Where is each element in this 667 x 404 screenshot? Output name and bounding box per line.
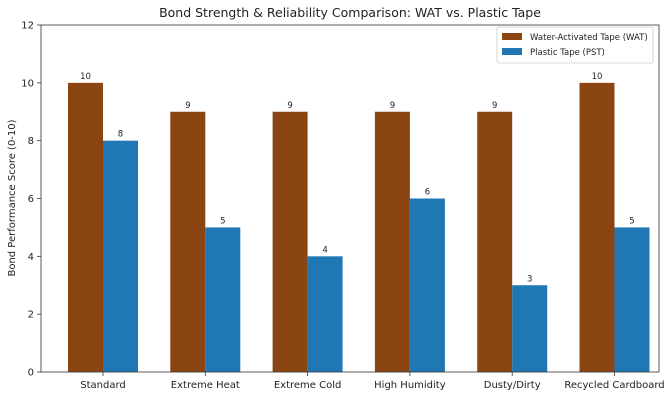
y-axis-label: Bond Performance Score (0-10) xyxy=(7,119,18,276)
legend-swatch xyxy=(502,33,522,40)
y-tick-label: 2 xyxy=(28,310,34,321)
y-tick-label: 12 xyxy=(21,21,34,32)
bar-pst xyxy=(307,256,343,372)
chart-title: Bond Strength & Reliability Comparison: … xyxy=(159,5,541,20)
y-tick-label: 4 xyxy=(28,252,34,263)
bar-wat xyxy=(170,111,206,372)
data-label: 4 xyxy=(322,245,327,255)
data-label: 9 xyxy=(492,101,497,111)
y-tick-label: 8 xyxy=(28,136,34,147)
bar-wat xyxy=(68,82,103,372)
x-tick-label: Recycled Cardboard xyxy=(564,380,664,391)
data-label: 10 xyxy=(80,72,91,82)
bar-wat xyxy=(477,111,513,372)
y-tick-label: 6 xyxy=(28,194,34,205)
legend: Water-Activated Tape (WAT) Plastic Tape (… xyxy=(496,26,654,64)
legend-box xyxy=(496,26,654,64)
legend-label: Plastic Tape (PST) xyxy=(530,48,605,58)
data-label: 6 xyxy=(425,188,430,198)
legend-swatch xyxy=(502,48,522,55)
y-tick-label: 10 xyxy=(21,78,34,89)
x-tick-label: Standard xyxy=(80,380,126,391)
legend-label: Water-Activated Tape (WAT) xyxy=(530,33,648,43)
x-tick-label: Extreme Cold xyxy=(274,380,342,391)
x-tick-label: Extreme Heat xyxy=(171,380,240,391)
data-label: 9 xyxy=(185,101,190,111)
data-label: 9 xyxy=(390,101,395,111)
bar-pst xyxy=(103,140,138,372)
bar-wat xyxy=(579,82,615,372)
bar-pst xyxy=(614,227,650,372)
data-label: 3 xyxy=(527,274,532,284)
bar-wat xyxy=(374,111,410,372)
data-label: 5 xyxy=(220,216,225,226)
x-tick-label: Dusty/Dirty xyxy=(484,380,541,391)
x-tick-label: High Humidity xyxy=(374,380,446,391)
plot-frame xyxy=(40,24,660,373)
y-tick-label: 0 xyxy=(28,368,34,379)
data-label: 9 xyxy=(287,101,292,111)
data-label: 8 xyxy=(118,130,123,140)
bar-pst xyxy=(512,285,548,372)
bar-pst xyxy=(205,227,241,372)
bar-pst xyxy=(409,198,445,372)
bar-wat xyxy=(272,111,308,372)
data-label: 5 xyxy=(629,216,634,226)
data-label: 10 xyxy=(592,72,603,82)
